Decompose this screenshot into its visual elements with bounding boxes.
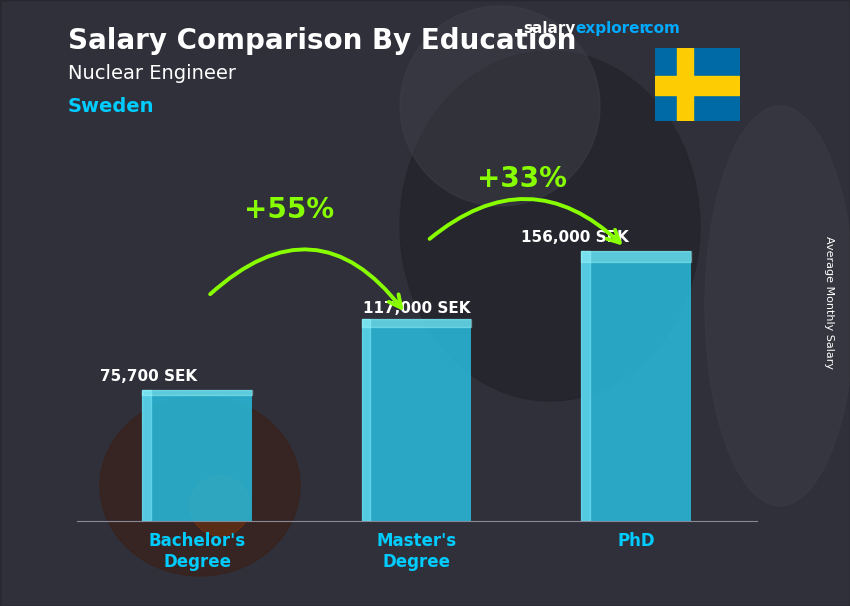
Text: 75,700 SEK: 75,700 SEK (100, 370, 197, 384)
Ellipse shape (705, 106, 850, 506)
Bar (581, 251, 691, 521)
Text: explorer: explorer (575, 21, 648, 36)
Ellipse shape (400, 51, 700, 401)
Text: 156,000 SEK: 156,000 SEK (520, 230, 628, 245)
Bar (142, 390, 151, 521)
Bar (142, 390, 252, 521)
Text: Average Monthly Salary: Average Monthly Salary (824, 236, 834, 370)
Text: 117,000 SEK: 117,000 SEK (363, 301, 470, 316)
Text: +55%: +55% (244, 196, 334, 224)
Text: .com: .com (639, 21, 680, 36)
Ellipse shape (190, 476, 250, 536)
Bar (677, 48, 693, 121)
Text: Nuclear Engineer: Nuclear Engineer (68, 64, 236, 82)
Ellipse shape (400, 6, 600, 206)
Bar (581, 251, 590, 521)
Text: Salary Comparison By Education: Salary Comparison By Education (68, 27, 576, 55)
FancyArrowPatch shape (429, 199, 620, 242)
Bar (581, 251, 691, 262)
Bar (142, 390, 252, 395)
FancyArrowPatch shape (210, 249, 401, 308)
Text: Sweden: Sweden (68, 97, 155, 116)
Text: salary: salary (523, 21, 575, 36)
Bar (654, 76, 740, 95)
Bar (361, 319, 472, 327)
Text: +33%: +33% (477, 165, 567, 193)
Bar (361, 319, 371, 521)
Bar (361, 319, 472, 521)
Ellipse shape (100, 396, 300, 576)
